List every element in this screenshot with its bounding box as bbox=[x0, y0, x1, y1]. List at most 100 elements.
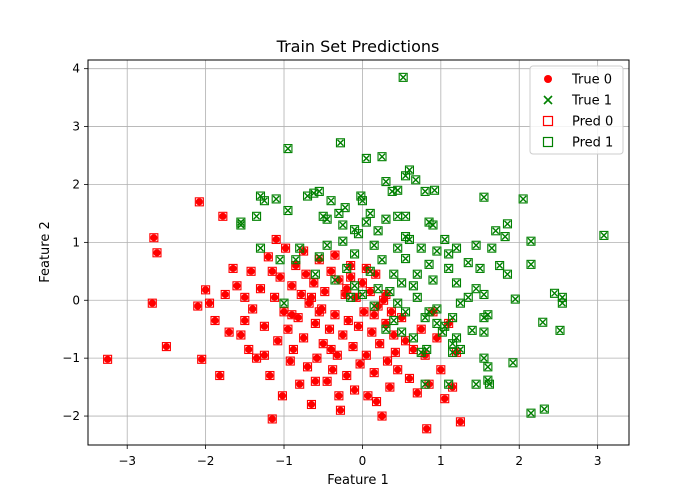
true-0-point bbox=[241, 293, 249, 301]
pred-1-marker bbox=[283, 144, 293, 154]
pred-1-marker bbox=[334, 208, 344, 218]
true-0-point bbox=[104, 355, 112, 363]
true-1-point bbox=[539, 318, 547, 326]
pred-1-marker bbox=[444, 249, 454, 259]
pred-0-marker bbox=[259, 350, 269, 360]
pred-0-marker bbox=[348, 342, 358, 352]
true-1-point bbox=[374, 227, 382, 235]
true-1-point bbox=[256, 244, 264, 252]
true-0-point bbox=[310, 279, 318, 287]
true-1-point bbox=[453, 244, 461, 252]
pred-1-marker bbox=[340, 203, 350, 213]
pred-1-marker bbox=[322, 240, 332, 250]
true-1-point bbox=[339, 237, 347, 245]
legend-label: True 0 bbox=[571, 73, 612, 88]
true-0-point bbox=[202, 286, 210, 294]
pred-0-marker bbox=[193, 301, 203, 311]
pred-1-marker bbox=[500, 232, 510, 242]
x-tick-label: −1 bbox=[275, 454, 293, 468]
true-0-point bbox=[247, 267, 255, 275]
true-0-point bbox=[148, 299, 156, 307]
pred-0-marker bbox=[149, 233, 159, 243]
pred-0-marker bbox=[271, 234, 281, 245]
true-1-point bbox=[476, 264, 484, 272]
pred-0-marker bbox=[328, 365, 338, 375]
pred-1-marker bbox=[342, 263, 352, 273]
true-1-point bbox=[378, 256, 386, 264]
true-1-point bbox=[284, 207, 292, 215]
true-0-point bbox=[349, 342, 357, 351]
true-1-point bbox=[456, 299, 464, 307]
pred-1-marker bbox=[271, 194, 281, 204]
pred-0-marker bbox=[416, 324, 426, 334]
pred-1-marker bbox=[346, 292, 356, 302]
pred-1-marker bbox=[518, 194, 528, 204]
pred-1-marker bbox=[361, 217, 371, 227]
true-1-point bbox=[472, 241, 480, 249]
pred-1-marker bbox=[455, 298, 465, 308]
true-0-point bbox=[281, 244, 290, 252]
true-0-point bbox=[264, 253, 272, 261]
pred-1-marker bbox=[471, 284, 481, 294]
pred-1-marker bbox=[502, 269, 513, 279]
true-0-point bbox=[456, 418, 465, 426]
pred-1-marker bbox=[479, 192, 489, 202]
true-1-point bbox=[327, 197, 335, 205]
pred-1-marker bbox=[483, 362, 493, 372]
true-1-point bbox=[402, 308, 410, 316]
true-1-point bbox=[366, 267, 374, 275]
pred-1-marker bbox=[526, 236, 536, 246]
pred-0-marker bbox=[335, 405, 346, 415]
true-1-point bbox=[480, 354, 488, 362]
pred-0-marker bbox=[326, 266, 336, 276]
pred-0-marker bbox=[312, 353, 322, 363]
pred-0-marker bbox=[301, 269, 311, 279]
true-1-point bbox=[501, 233, 509, 241]
pred-0-marker bbox=[382, 356, 393, 366]
true-0-point bbox=[311, 377, 319, 385]
true-1-point bbox=[355, 230, 362, 238]
pred-0-marker bbox=[224, 327, 234, 337]
true-0-point bbox=[252, 354, 261, 362]
pred-0-marker bbox=[255, 284, 266, 294]
pred-0-marker bbox=[440, 394, 450, 404]
pred-1-marker bbox=[411, 175, 421, 185]
pred-1-marker bbox=[408, 333, 418, 343]
pred-0-marker bbox=[330, 250, 340, 260]
true-1-point bbox=[394, 186, 402, 194]
true-1-point bbox=[296, 244, 304, 252]
true-0-point bbox=[378, 412, 386, 420]
true-0-point bbox=[194, 302, 202, 310]
true-1-point bbox=[323, 241, 331, 249]
pred-0-marker bbox=[432, 333, 442, 343]
true-1-point bbox=[527, 409, 535, 417]
pred-1-marker bbox=[338, 220, 348, 230]
pred-0-marker bbox=[404, 373, 415, 383]
x-axis-label: Feature 1 bbox=[327, 473, 389, 488]
true-1-point bbox=[394, 212, 402, 220]
pred-0-marker bbox=[240, 292, 250, 302]
true-0-point bbox=[296, 380, 304, 388]
pred-0-marker bbox=[314, 307, 324, 317]
true-0-point bbox=[260, 322, 269, 330]
pred-1-marker bbox=[448, 347, 458, 357]
true-0-point bbox=[284, 325, 292, 333]
pred-0-marker bbox=[103, 354, 113, 364]
pred-1-marker bbox=[314, 186, 324, 196]
true-1-point bbox=[260, 197, 268, 205]
pred-1-marker bbox=[400, 254, 411, 264]
pred-1-marker bbox=[393, 243, 403, 253]
pred-1-marker bbox=[487, 243, 497, 253]
pred-1-marker bbox=[400, 171, 411, 181]
true-0-point bbox=[278, 392, 287, 400]
pred-1-marker bbox=[538, 317, 548, 327]
pred-1-marker bbox=[397, 278, 407, 288]
true-1-point bbox=[484, 311, 492, 319]
true-0-point bbox=[315, 308, 323, 316]
pred-1-marker bbox=[369, 301, 379, 311]
pred-0-marker bbox=[270, 292, 280, 302]
true-0-point bbox=[241, 316, 249, 325]
true-0-point bbox=[336, 406, 345, 414]
true-1-point bbox=[480, 193, 488, 201]
true-0-point bbox=[272, 235, 280, 244]
